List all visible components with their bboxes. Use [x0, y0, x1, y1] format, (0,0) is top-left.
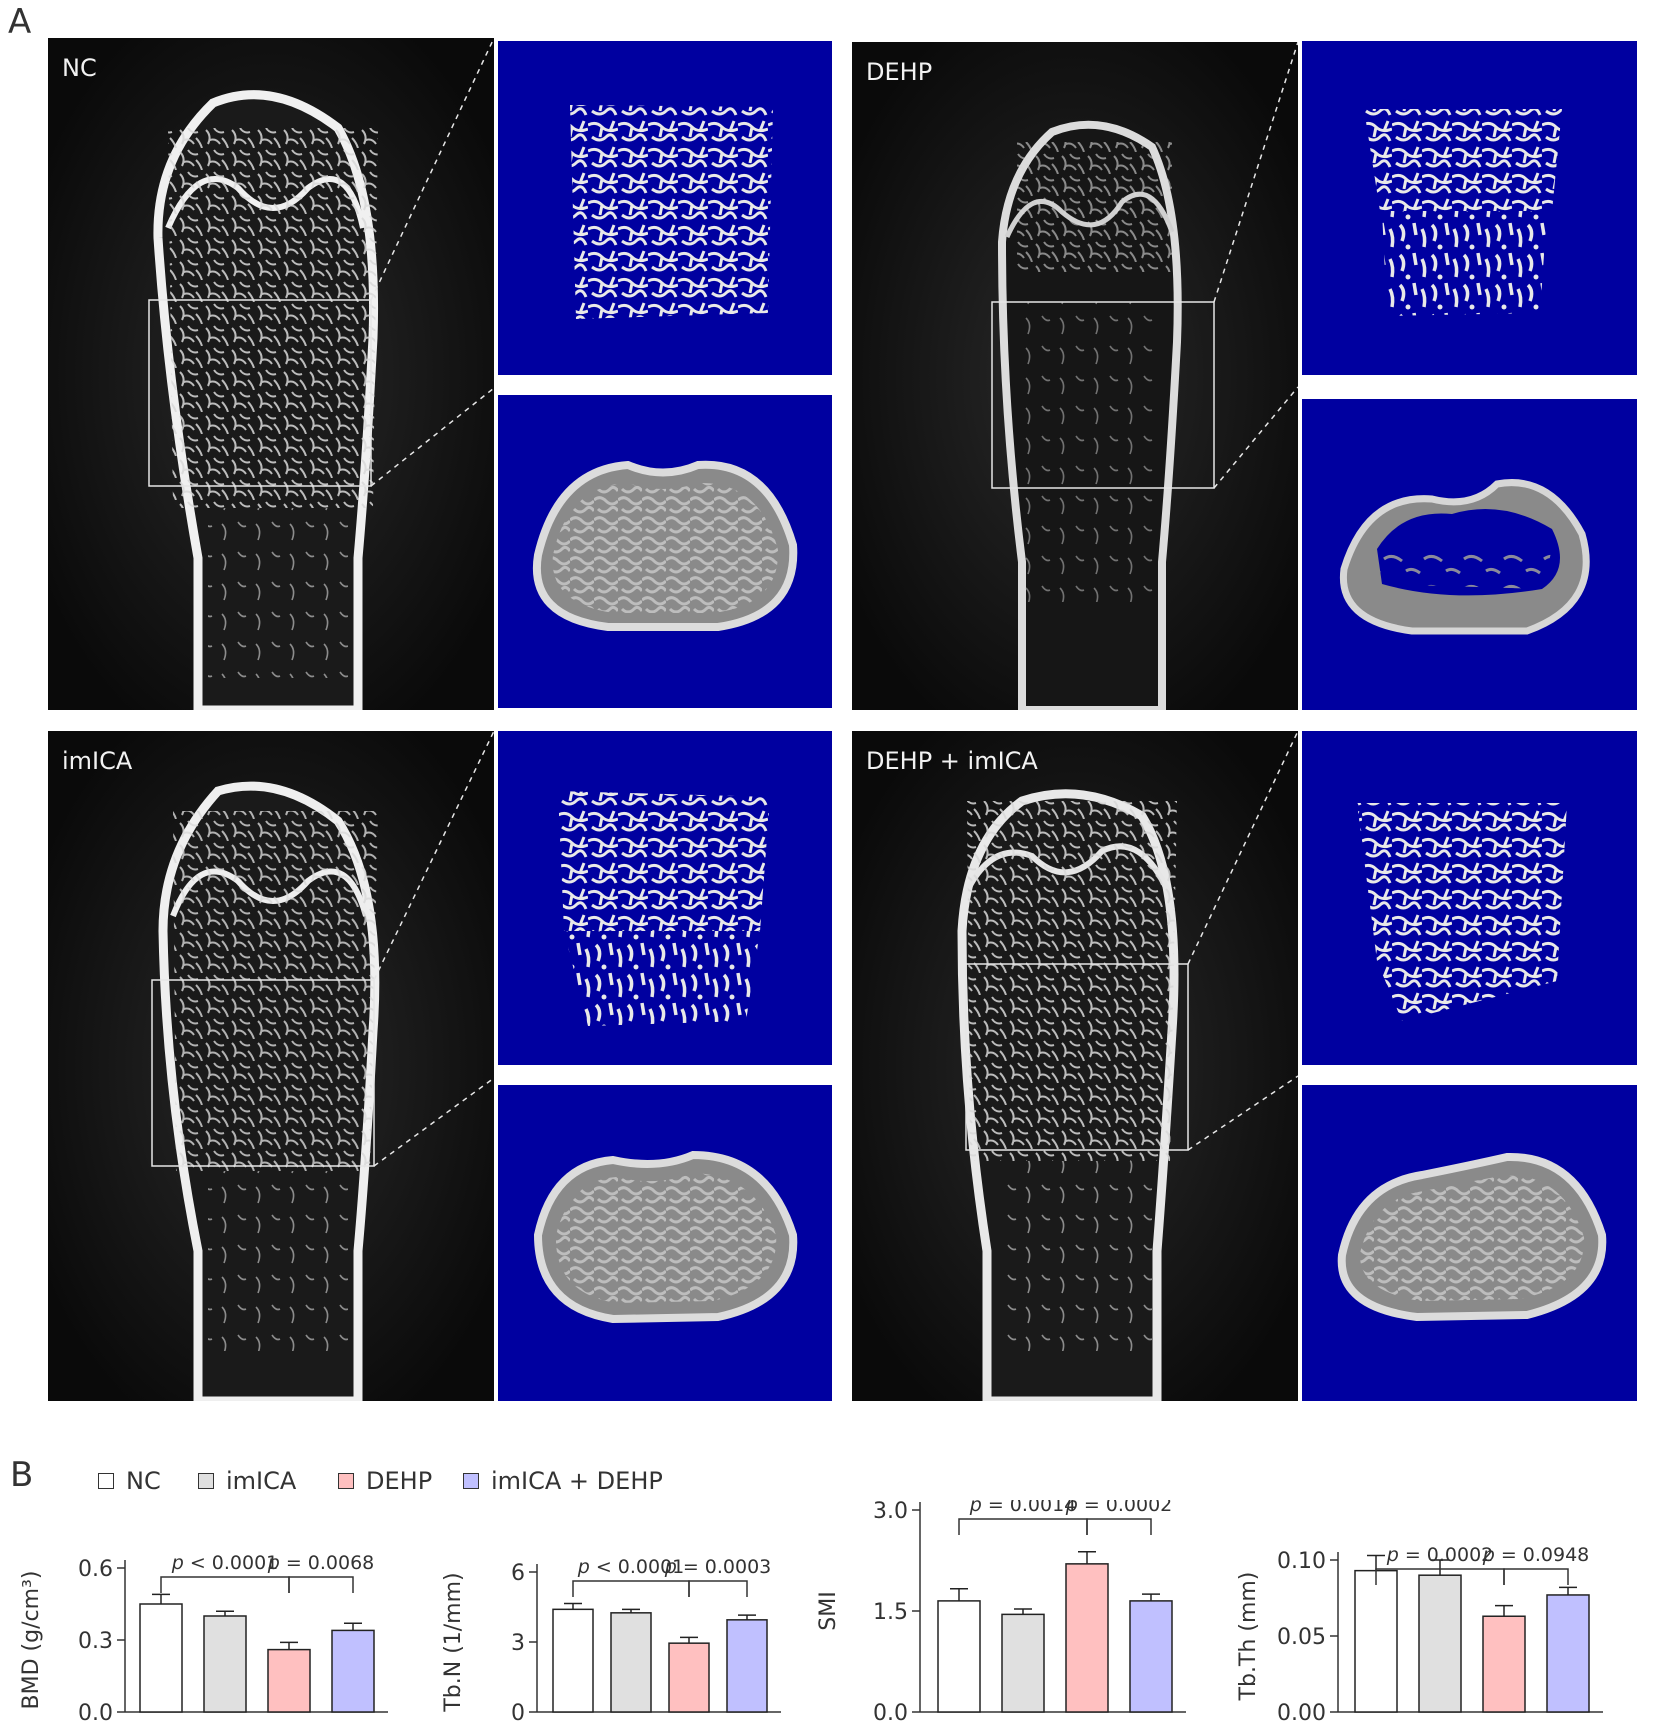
bar	[1129, 1600, 1173, 1713]
3d-longitudinal-nc	[498, 41, 832, 375]
p-symbol: p	[267, 1552, 280, 1574]
p-value-label: p = 0.0948	[1482, 1544, 1590, 1566]
bar	[331, 1629, 375, 1713]
y-tick-label: 0	[511, 1701, 525, 1726]
bar	[203, 1615, 247, 1713]
y-tick-label: 1.5	[873, 1600, 908, 1625]
p-value: = 0.0948	[1495, 1544, 1589, 1566]
y-axis-label: Tb.Th (mm)	[1236, 1572, 1261, 1702]
bar	[610, 1612, 652, 1713]
p-value-label: p = 0.0002	[1065, 1500, 1173, 1516]
significance-bracket	[688, 1580, 748, 1597]
legend-item-imica: imICA	[198, 1467, 296, 1495]
bar	[1354, 1569, 1398, 1713]
3d-longitudinal-imica	[498, 731, 832, 1065]
legend-label: NC	[126, 1467, 161, 1495]
significance-bracket	[1086, 1518, 1152, 1535]
3d-cross-section-dehp	[1302, 399, 1637, 710]
y-tick-label: 3	[511, 1631, 525, 1656]
significance-bracket	[288, 1576, 354, 1593]
y-tick-label: 0.6	[78, 1557, 113, 1582]
p-symbol: p	[664, 1556, 677, 1578]
legend-swatch	[463, 1473, 479, 1489]
p-value-label: p = 0.0002	[1386, 1544, 1494, 1566]
bar	[937, 1600, 981, 1713]
significance-bracket	[1503, 1568, 1569, 1585]
y-tick-label: 0.10	[1277, 1549, 1326, 1574]
y-tick-label: 0.05	[1277, 1625, 1326, 1650]
panel-b-letter: B	[10, 1455, 34, 1495]
legend-item-dehp: DEHP	[338, 1467, 432, 1495]
p-value: = 0.0002	[1078, 1500, 1172, 1516]
y-tick-label: 0.0	[78, 1701, 113, 1726]
bar	[1001, 1613, 1045, 1713]
legend-swatch	[98, 1473, 114, 1489]
p-value: = 0.0003	[677, 1556, 771, 1578]
bar	[668, 1642, 710, 1713]
3d-longitudinal-dehp-imica	[1302, 731, 1637, 1065]
bar	[1418, 1574, 1462, 1713]
3d-cross-section-dehp-imica	[1302, 1085, 1637, 1401]
y-axis-label: SMI	[816, 1591, 841, 1630]
bar	[1482, 1615, 1526, 1713]
bar	[139, 1603, 183, 1713]
p-value-label: p < 0.0001	[171, 1552, 279, 1574]
bar-charts-area: 0.0 0.3 0.6 BMD (g/cm³) p < 0.0001 p = 0.0068…	[0, 1500, 1654, 1731]
y-tick-label: 0.00	[1277, 1701, 1326, 1726]
p-value: = 0.0068	[280, 1552, 374, 1574]
p-symbol: p	[1386, 1544, 1399, 1566]
p-symbol: p	[577, 1556, 590, 1578]
group-label: DEHP + imICA	[866, 747, 1038, 775]
y-axis-label: Tb.N (1/mm)	[441, 1572, 466, 1712]
y-tick-label: 0.0	[873, 1701, 908, 1726]
significance-bracket	[958, 1518, 1088, 1535]
legend-item-nc: NC	[98, 1467, 161, 1495]
bar	[552, 1608, 594, 1713]
p-symbol: p	[1482, 1544, 1495, 1566]
p-value: = 0.0002	[1399, 1544, 1493, 1566]
legend-item-imica-dehp: imICA + DEHP	[463, 1467, 663, 1495]
group-label: imICA	[62, 747, 133, 775]
y-axis-label: BMD (g/cm³)	[19, 1571, 44, 1710]
ct-image-imica: imICA	[48, 731, 494, 1401]
legend-label: DEHP	[366, 1467, 433, 1495]
legend-label: imICA	[226, 1467, 297, 1495]
bar	[726, 1619, 768, 1713]
ct-image-nc: NC	[48, 38, 494, 710]
p-value: < 0.0001	[590, 1556, 684, 1578]
p-value-label: p = 0.0003	[664, 1556, 772, 1578]
p-value-label: p = 0.0014	[969, 1500, 1077, 1516]
bar	[1065, 1563, 1109, 1713]
y-tick-label: 6	[511, 1561, 525, 1586]
significance-bracket	[572, 1580, 690, 1597]
y-tick-label: 0.3	[78, 1629, 113, 1654]
3d-longitudinal-dehp	[1302, 41, 1637, 375]
p-value-label: p = 0.0068	[267, 1552, 375, 1574]
3d-cross-section-nc	[498, 395, 832, 708]
p-symbol: p	[1065, 1500, 1078, 1516]
ct-image-dehp-imica: DEHP + imICA	[852, 731, 1298, 1401]
legend-swatch	[338, 1473, 354, 1489]
bar	[1546, 1594, 1590, 1713]
p-value: < 0.0001	[184, 1552, 278, 1574]
y-tick-label: 3.0	[873, 1500, 908, 1524]
p-value: = 0.0014	[982, 1500, 1076, 1516]
panel-a-letter: A	[8, 2, 32, 42]
ct-image-dehp: DEHP	[852, 42, 1298, 710]
p-value-label: p < 0.0001	[577, 1556, 685, 1578]
group-label: NC	[62, 54, 97, 82]
significance-bracket	[160, 1576, 290, 1593]
bar	[267, 1648, 311, 1713]
3d-cross-section-imica	[498, 1085, 832, 1401]
group-label: DEHP	[866, 58, 933, 86]
p-symbol: p	[969, 1500, 982, 1516]
legend-swatch	[198, 1473, 214, 1489]
legend-label: imICA + DEHP	[491, 1467, 663, 1495]
p-symbol: p	[171, 1552, 184, 1574]
